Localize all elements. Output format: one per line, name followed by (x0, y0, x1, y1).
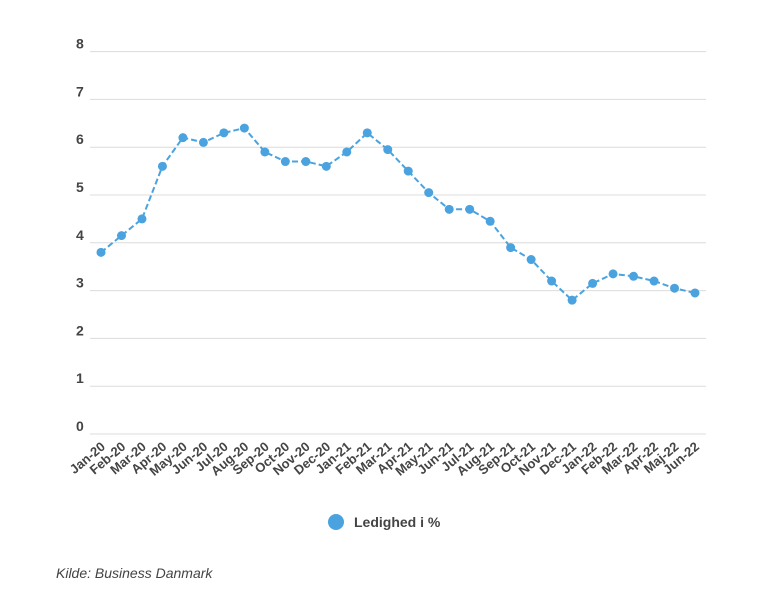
data-point[interactable] (547, 276, 557, 286)
y-tick-label: 1 (76, 370, 84, 386)
y-axis-ticks: 0 1 2 3 4 5 6 7 8 (76, 36, 84, 434)
data-point[interactable] (649, 276, 659, 286)
data-points (96, 123, 700, 305)
data-point[interactable] (137, 214, 147, 224)
data-point[interactable] (178, 133, 188, 143)
y-tick-label: 5 (76, 179, 84, 195)
gridlines (90, 51, 706, 435)
data-point[interactable] (567, 295, 577, 305)
data-point[interactable] (588, 278, 598, 288)
data-point[interactable] (219, 128, 229, 138)
data-point[interactable] (608, 269, 618, 279)
data-point[interactable] (301, 157, 311, 167)
data-point[interactable] (690, 288, 700, 298)
legend-label[interactable]: Ledighed i % (354, 514, 441, 530)
data-point[interactable] (260, 147, 270, 157)
data-point[interactable] (362, 128, 372, 138)
data-point[interactable] (424, 188, 434, 198)
data-point[interactable] (342, 147, 352, 157)
y-tick-label: 6 (76, 131, 84, 147)
data-point[interactable] (198, 137, 208, 147)
series-line-layer (100, 126, 696, 302)
data-point[interactable] (629, 271, 639, 281)
y-tick-label: 4 (76, 227, 84, 243)
legend-marker[interactable] (328, 514, 344, 530)
data-point[interactable] (403, 166, 413, 176)
y-tick-label: 2 (76, 322, 84, 338)
y-tick-label: 0 (76, 418, 84, 434)
data-point[interactable] (444, 204, 454, 214)
y-tick-label: 3 (76, 275, 84, 291)
data-point[interactable] (280, 157, 290, 167)
x-axis-ticks: Jan-20Feb-20Mar-20Apr-20May-20Jun-20Jul-… (67, 439, 702, 479)
legend[interactable]: Ledighed i % (328, 514, 441, 530)
source-note: Kilde: Business Danmark (56, 565, 213, 581)
data-point[interactable] (506, 243, 516, 253)
data-point[interactable] (96, 247, 106, 257)
data-point[interactable] (383, 145, 393, 155)
data-point[interactable] (526, 255, 536, 265)
y-tick-label: 8 (76, 36, 84, 52)
data-point[interactable] (670, 283, 680, 293)
data-point[interactable] (465, 204, 475, 214)
y-tick-label: 7 (76, 83, 84, 99)
data-point[interactable] (239, 123, 249, 133)
data-point[interactable] (321, 161, 331, 171)
data-point[interactable] (485, 216, 495, 226)
series-line (100, 126, 696, 302)
data-point[interactable] (116, 231, 126, 241)
data-point[interactable] (157, 161, 167, 171)
